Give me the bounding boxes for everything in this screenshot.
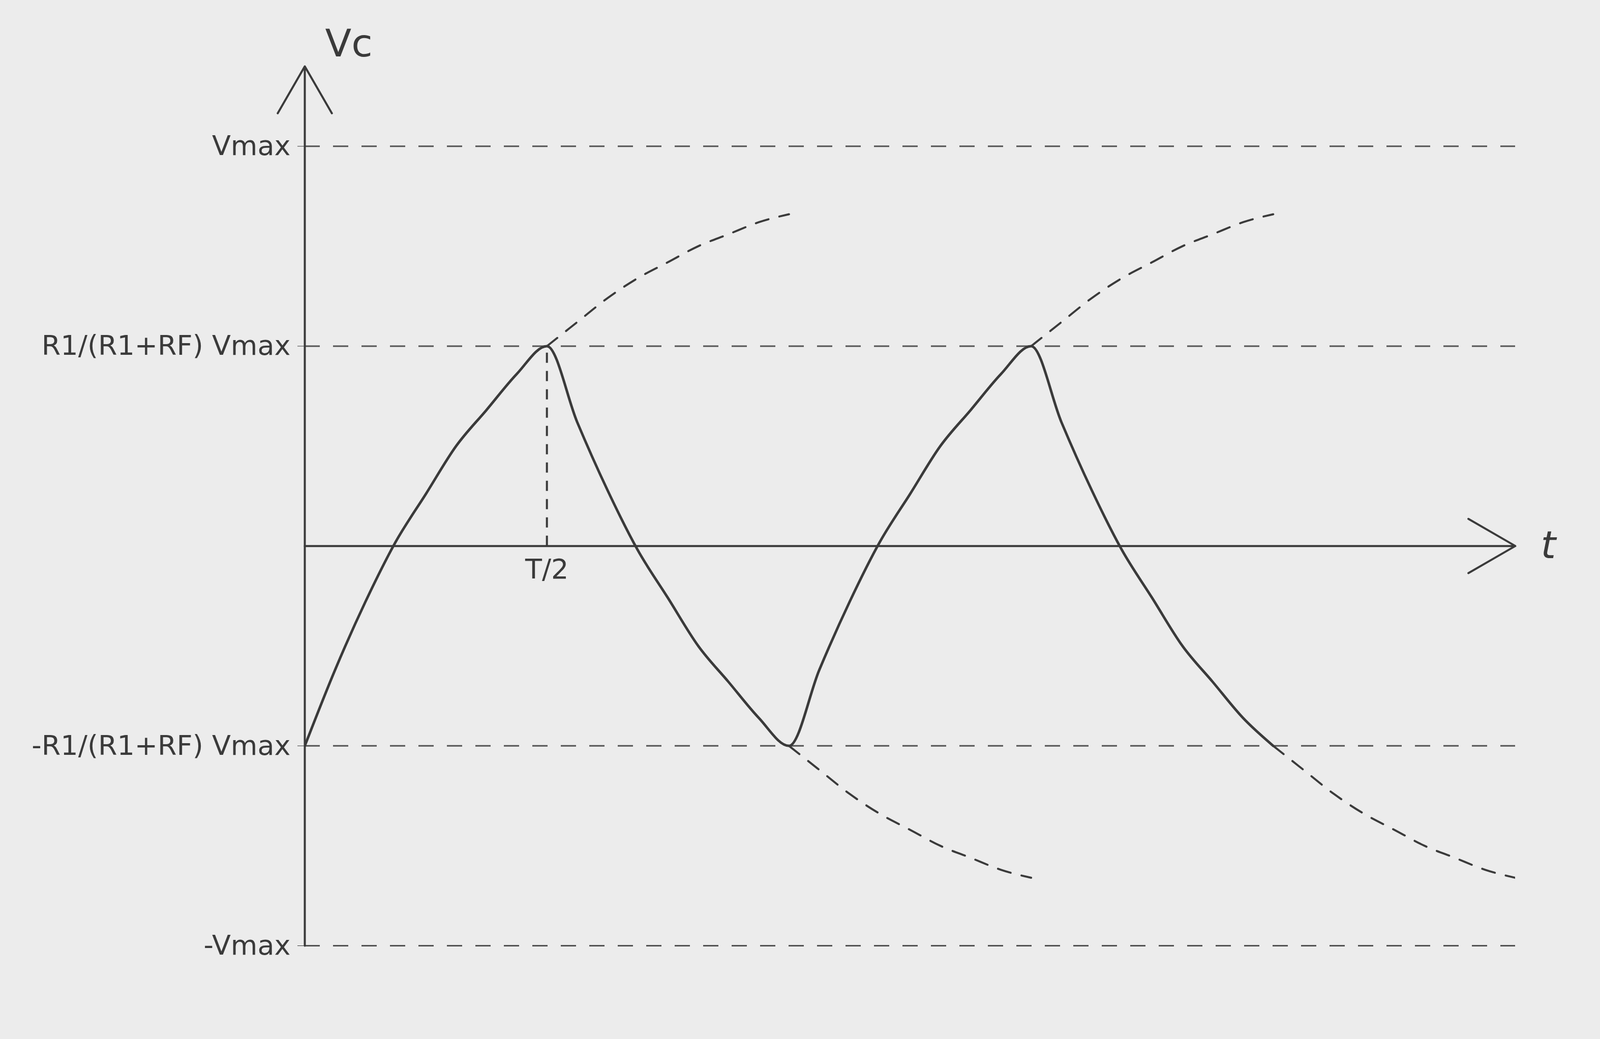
svg-text:-Vmax: -Vmax bbox=[203, 929, 291, 962]
svg-text:Vc: Vc bbox=[325, 20, 373, 66]
svg-text:T/2: T/2 bbox=[524, 553, 569, 586]
svg-text:Vmax: Vmax bbox=[212, 129, 291, 162]
svg-text:-R1/(R1+RF) Vmax: -R1/(R1+RF) Vmax bbox=[31, 729, 291, 762]
svg-text:t: t bbox=[1541, 522, 1558, 568]
svg-text:R1/(R1+RF) Vmax: R1/(R1+RF) Vmax bbox=[41, 329, 291, 362]
